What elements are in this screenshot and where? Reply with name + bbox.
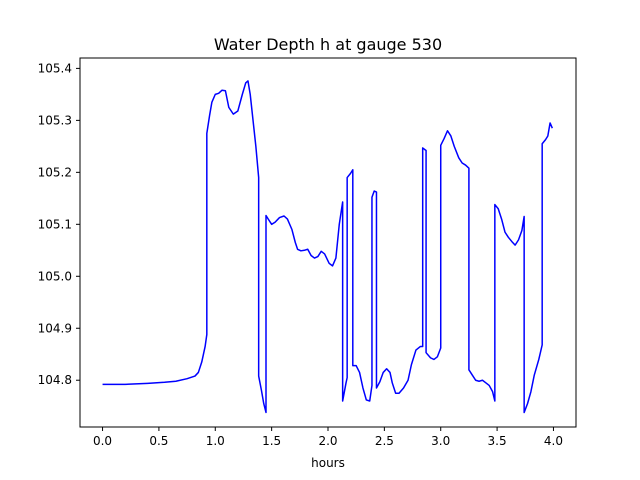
y-axis: 104.8 104.9 105.0 105.1 105.2 105.3 105.4 — [38, 61, 80, 387]
y-tick-label: 105.4 — [38, 61, 72, 75]
x-tick-label: 0.0 — [93, 434, 112, 448]
y-tick-label: 104.8 — [38, 373, 72, 387]
x-axis-label: hours — [311, 456, 345, 470]
x-tick-label: 1.0 — [206, 434, 225, 448]
x-tick-label: 3.0 — [431, 434, 450, 448]
y-tick-label: 105.1 — [38, 217, 72, 231]
y-tick-label: 105.2 — [38, 165, 72, 179]
y-tick-label: 105.0 — [38, 269, 72, 283]
x-tick-label: 0.5 — [149, 434, 168, 448]
x-tick-label: 1.5 — [262, 434, 281, 448]
x-tick-label: 2.0 — [318, 434, 337, 448]
x-tick-label: 3.5 — [488, 434, 507, 448]
x-tick-label: 2.5 — [375, 434, 394, 448]
chart-title: Water Depth h at gauge 530 — [214, 35, 442, 54]
plot-frame — [79, 57, 577, 428]
plot-layer — [102, 80, 554, 414]
y-tick-label: 104.9 — [38, 321, 72, 335]
x-tick-label: 4.0 — [544, 434, 563, 448]
series-line — [102, 80, 554, 414]
y-tick-label: 105.3 — [38, 113, 72, 127]
x-axis: 0.0 0.5 1.0 1.5 2.0 2.5 3.0 3.5 4.0 — [93, 427, 563, 448]
